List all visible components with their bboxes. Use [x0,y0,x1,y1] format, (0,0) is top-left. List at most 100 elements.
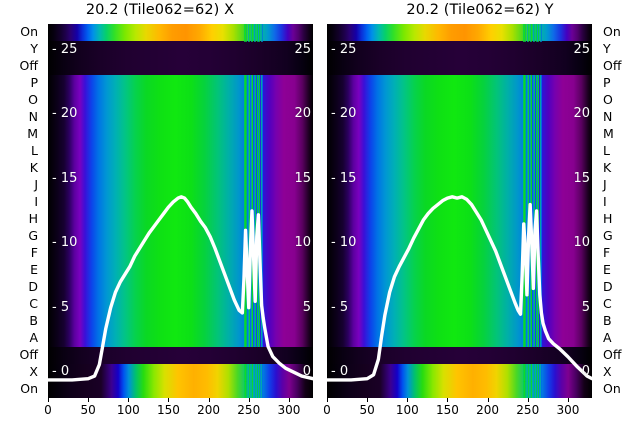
category-tick-label: H [28,211,38,226]
category-tick-label: G [603,228,613,243]
category-tick-label: K [29,160,38,175]
category-tick-label: Y [30,41,38,56]
panel-x: 20.2 (Tile062=62) X [85,2,235,18]
category-tick-label: N [28,109,38,124]
x-axis-tick-label: 250 [516,403,540,417]
panel-y-title: 20.2 (Tile062=62) Y [406,2,554,18]
inplot-tick-label: 0 [302,364,311,380]
x-axis-tick [168,398,170,402]
heatmap-row [327,347,592,365]
inplot-tick-label: - 5 [52,299,70,315]
category-tick-label: I [34,194,38,209]
category-tick-label: On [20,381,38,396]
category-tick-label: L [31,143,38,158]
category-tick-label: On [20,24,38,39]
x-axis-tick [128,398,130,402]
inplot-tick-label: 15 [573,170,590,186]
heatmap-row [327,58,592,76]
panel-y: 20.2 (Tile062=62) Y [320,0,640,440]
x-axis-tick-label: 100 [395,403,419,417]
category-tick-label: A [603,330,612,345]
x-axis-tick [487,398,489,402]
category-tick-label: J [34,177,38,192]
inplot-tick-label: 15 [294,170,311,186]
x-axis-tick [88,398,90,402]
x-axis-tick-label: 100 [116,403,140,417]
heatmap-axes-x: - 25 - 20 - 15 - 10 - 5 - 0 25 20 15 10 5 0 [48,24,313,398]
x-axis-tick [327,398,328,402]
category-tick-label: E [603,262,611,277]
inplot-tick-label: 20 [573,106,590,122]
category-tick-label: M [27,126,38,141]
x-axis-panel-y: 0 50 100 150 200 250 300 [323,398,592,428]
category-tick-label: Off [19,58,38,73]
category-tick-label: On [603,24,621,39]
trace-line [327,195,592,382]
category-tick-label: Off [603,58,622,73]
category-axis-right: On Y Off P O N M L K J I H G F E D C B A Off X On [596,24,640,398]
heatmap-row [48,347,313,365]
inplot-tick-label: - 15 [331,170,357,186]
category-tick-label: C [29,296,38,311]
category-tick-label: B [29,313,38,328]
category-tick-label: M [603,126,614,141]
inplot-tick-label: - 20 [52,106,78,122]
inplot-tick-label: - 0 [331,364,349,380]
category-tick-label: O [28,92,38,107]
inplot-tick-label: - 10 [331,235,357,251]
category-tick-label: D [28,279,38,294]
category-tick-label: G [28,228,38,243]
category-tick-label: H [603,211,613,226]
x-axis-tick-label: 200 [476,403,500,417]
category-tick-label: K [603,160,612,175]
x-axis-tick [447,398,449,402]
x-axis-tick [407,398,409,402]
inplot-tick-label: 25 [294,41,311,57]
category-axis-left: On Y Off P O N M L K J I H G F E D C B A Off X On [0,24,44,398]
inplot-tick-label: - 10 [52,235,78,251]
category-tick-label: F [603,245,611,260]
x-axis-tick-label: 0 [323,403,331,417]
inplot-tick-label: 20 [294,106,311,122]
x-axis-tick-label: 150 [436,403,459,417]
heatmap-axes-y: - 25 - 20 - 15 - 10 - 5 - 0 25 20 15 10 5 0 [327,24,592,398]
heatmap-row [48,41,313,59]
x-axis-tick [208,398,210,402]
category-tick-label: N [603,109,613,124]
x-axis-tick-label: 150 [157,403,180,417]
x-axis-tick-label: 200 [197,403,221,417]
x-axis-tick [288,398,290,402]
x-axis-tick [527,398,529,402]
heatmap-row [48,58,313,76]
category-tick-label: A [29,330,38,345]
x-axis-tick-label: 50 [80,403,96,417]
x-axis-tick-label: 50 [359,403,375,417]
inplot-tick-label: - 0 [52,364,70,380]
category-tick-label: E [30,262,38,277]
inplot-tick-label: 5 [302,299,311,315]
category-tick-label: X [603,364,612,379]
category-tick-label: O [603,92,613,107]
inplot-tick-label: - 25 [331,41,357,57]
x-axis-tick-label: 300 [277,403,301,417]
category-tick-label: P [603,75,611,90]
x-axis-tick [248,398,250,402]
inplot-tick-label: 10 [294,235,311,251]
heatmap-image-y [327,24,592,398]
category-tick-label: B [603,313,612,328]
white-trace-x [48,195,313,382]
panel-x-title: 20.2 (Tile062=62) X [85,2,235,18]
inplot-tick-label: - 25 [52,41,78,57]
category-tick-label: On [603,381,621,396]
trace-line [48,195,313,382]
category-tick-label: X [29,364,38,379]
x-axis-tick-label: 0 [44,403,52,417]
category-tick-label: C [603,296,612,311]
category-tick-label: J [603,177,607,192]
inplot-tick-label: 10 [573,235,590,251]
inplot-tick-label: 25 [573,41,590,57]
x-axis-tick-label: 250 [237,403,261,417]
heatmap-row [327,41,592,59]
category-tick-label: L [603,143,610,158]
